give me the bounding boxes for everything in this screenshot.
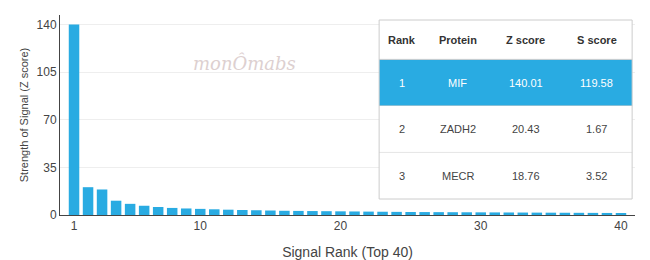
svg-text:3.52: 3.52 (586, 170, 607, 182)
svg-text:140.01: 140.01 (509, 77, 543, 89)
svg-text:ZADH2: ZADH2 (440, 123, 476, 135)
svg-text:20.43: 20.43 (512, 123, 540, 135)
svg-text:1: 1 (399, 77, 405, 89)
svg-text:18.76: 18.76 (512, 170, 540, 182)
svg-text:2: 2 (399, 123, 405, 135)
svg-text:Z score: Z score (506, 34, 545, 46)
svg-text:monÔmabs: monÔmabs (193, 52, 296, 74)
svg-text:MECR: MECR (442, 170, 474, 182)
svg-text:40: 40 (614, 219, 628, 233)
svg-text:3: 3 (399, 170, 405, 182)
svg-text:35: 35 (43, 161, 57, 175)
svg-text:30: 30 (474, 219, 488, 233)
svg-text:0: 0 (50, 208, 57, 222)
svg-text:S score: S score (577, 34, 617, 46)
svg-text:1: 1 (71, 219, 78, 233)
svg-text:105: 105 (37, 65, 57, 79)
svg-text:10: 10 (194, 219, 208, 233)
svg-text:119.58: 119.58 (580, 77, 613, 89)
svg-text:140: 140 (37, 18, 57, 32)
svg-text:Rank: Rank (388, 34, 416, 46)
svg-text:Signal Rank (Top 40): Signal Rank (Top 40) (282, 244, 413, 260)
svg-text:Strength of Signal (Z score): Strength of Signal (Z score) (18, 48, 30, 183)
svg-text:70: 70 (43, 113, 57, 127)
svg-text:1.67: 1.67 (586, 123, 607, 135)
svg-text:MIF: MIF (448, 77, 467, 89)
svg-text:20: 20 (334, 219, 348, 233)
svg-text:Protein: Protein (439, 34, 477, 46)
